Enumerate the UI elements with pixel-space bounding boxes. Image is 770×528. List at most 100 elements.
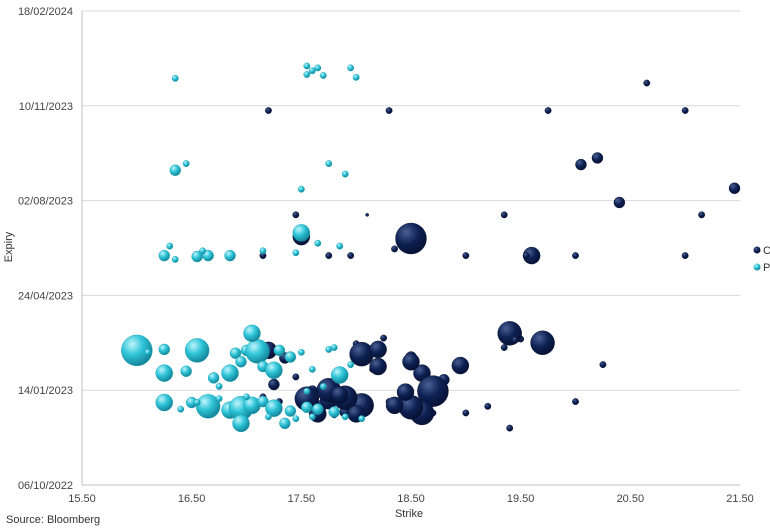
x-tick-label: 17.50	[288, 493, 316, 505]
bubble-p	[308, 67, 316, 75]
bubble-p	[259, 247, 267, 255]
axes	[81, 11, 740, 486]
bubble-c	[613, 196, 626, 209]
bubble-p	[169, 164, 181, 176]
bubble-p	[301, 401, 313, 413]
bubble-c	[497, 321, 522, 346]
bubble-c	[369, 357, 387, 376]
bubble-p	[319, 383, 327, 390]
y-tick-label: 06/10/2022	[18, 480, 73, 492]
legend: CP	[753, 245, 770, 274]
bubble-p	[155, 393, 173, 412]
bubble-c	[265, 107, 272, 114]
bubble-p	[319, 72, 327, 79]
bubble-c	[325, 252, 333, 259]
bubble-c	[572, 252, 579, 259]
bubble-c	[681, 252, 689, 259]
x-tick-label: 20.50	[617, 493, 645, 505]
bubble-p	[297, 185, 305, 193]
bubble-c	[500, 344, 508, 351]
bubble-p	[292, 415, 300, 423]
bubble-c	[380, 334, 387, 342]
bubble-p	[158, 343, 170, 356]
bubble-p	[265, 361, 283, 379]
bubble-p	[265, 413, 272, 421]
legend-label-p: P	[763, 262, 770, 274]
bubble-c	[417, 375, 449, 407]
bubble-p	[303, 71, 311, 78]
y-tick-label: 10/11/2023	[19, 101, 73, 113]
bubble-p	[314, 64, 322, 72]
bubble-c	[506, 424, 514, 432]
bubble-p	[292, 224, 311, 242]
bubble-c	[728, 182, 741, 194]
bubble-p	[292, 249, 300, 257]
bubble-p	[224, 249, 236, 262]
bubble-c	[331, 386, 349, 404]
bubble-p	[284, 405, 297, 417]
x-tick-label: 19.50	[507, 493, 535, 505]
bubble-p	[265, 399, 283, 417]
bubble-p	[229, 347, 242, 359]
bubble-p	[308, 413, 316, 421]
bubble-p	[358, 415, 366, 423]
bubble-p	[180, 365, 192, 377]
bubble-c	[292, 373, 300, 381]
bubble-p	[279, 417, 291, 430]
bubble-p	[325, 160, 333, 168]
bubble-c	[522, 252, 530, 259]
bubble-p	[352, 73, 360, 81]
y-tick-label: 24/04/2023	[18, 290, 73, 302]
bubbles	[121, 62, 741, 433]
bubble-p	[166, 242, 174, 250]
bubble-p	[284, 351, 297, 363]
bubble-p	[171, 255, 179, 263]
bubble-p	[144, 348, 152, 356]
bubble-p	[195, 394, 221, 419]
bubble-p	[158, 249, 170, 262]
bubble-p	[341, 170, 349, 178]
bubble-c	[462, 252, 470, 259]
bubble-p	[215, 395, 223, 403]
bubble-c	[402, 353, 420, 371]
bubble-p	[184, 338, 210, 363]
bubble-p	[171, 74, 179, 82]
x-tick-label: 18.50	[397, 493, 425, 505]
x-axis-title: Strike	[395, 508, 423, 520]
bubble-c	[396, 383, 415, 401]
y-axis-tick-labels: 06/10/2022 14/01/2023 24/04/2023 02/08/2023…	[18, 6, 73, 492]
legend-label-c: C	[763, 245, 770, 257]
bubble-p	[328, 406, 340, 418]
bubble-c	[365, 213, 369, 217]
bubble-p	[303, 387, 311, 395]
y-tick-label: 02/08/2023	[18, 196, 73, 208]
bubble-p	[297, 348, 305, 356]
bubble-c	[500, 211, 508, 219]
bubble-c	[347, 252, 355, 259]
bubble-c	[599, 361, 607, 369]
bubble-p	[193, 399, 201, 406]
bubble-p	[199, 247, 207, 255]
bubble-c	[484, 402, 492, 410]
bubble-c	[369, 340, 387, 359]
bubble-p	[207, 372, 220, 384]
bubble-p	[243, 393, 250, 401]
bubble-p	[121, 334, 153, 367]
x-axis-tick-labels: 15.50 16.50 17.50 18.50 19.50 20.50 21.50	[68, 493, 754, 505]
bubble-c	[395, 222, 427, 255]
y-tick-label: 14/01/2023	[18, 385, 73, 397]
bubble-p	[330, 344, 338, 351]
bubble-p	[308, 365, 316, 373]
bubble-c	[591, 152, 604, 164]
bubble-c	[575, 158, 587, 171]
bubble-p	[347, 64, 355, 72]
legend-marker-p	[753, 263, 761, 271]
bubble-c	[698, 211, 706, 219]
x-tick-label: 15.50	[68, 493, 96, 505]
bubble-c	[681, 107, 689, 114]
bubble-p	[341, 413, 349, 421]
bubble-p	[221, 364, 239, 382]
bubble-c	[530, 330, 555, 355]
bubble-p	[347, 361, 355, 369]
